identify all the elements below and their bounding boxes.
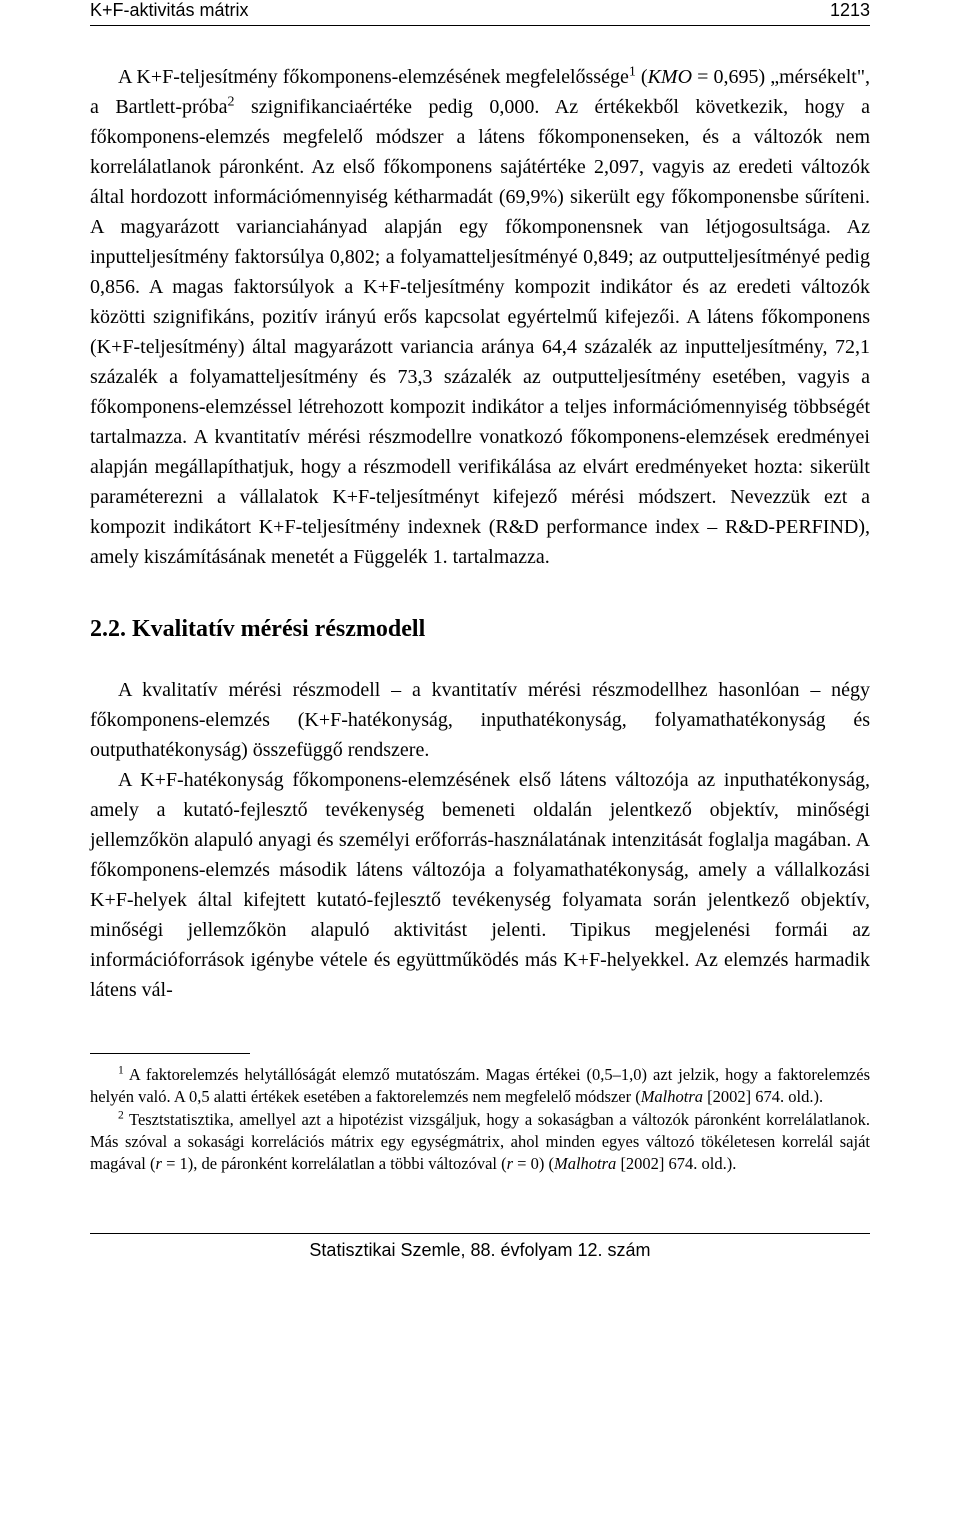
page-number: 1213 xyxy=(830,0,870,21)
running-title: K+F-aktivitás mátrix xyxy=(90,0,249,21)
body-paragraph-1: A K+F-teljesítmény főkomponens-elemzésén… xyxy=(90,62,870,572)
page-footer: Statisztikai Szemle, 88. évfolyam 12. sz… xyxy=(90,1233,870,1261)
footnote-separator xyxy=(90,1053,250,1054)
body-paragraph-3: A K+F-hatékonyság főkomponens-elemzéséne… xyxy=(90,765,870,1005)
footnote-2: 2 Tesztstatisztika, amellyel azt a hipot… xyxy=(90,1109,870,1176)
page: K+F-aktivitás mátrix 1213 A K+F-teljesít… xyxy=(0,0,960,1205)
running-header: K+F-aktivitás mátrix 1213 xyxy=(90,0,870,26)
section-heading: 2.2. Kvalitatív mérési részmodell xyxy=(90,616,870,643)
body-paragraph-2: A kvalitatív mérési részmodell – a kvant… xyxy=(90,675,870,765)
footnote-1: 1 A faktorelemzés helytállóságát elemző … xyxy=(90,1064,870,1109)
